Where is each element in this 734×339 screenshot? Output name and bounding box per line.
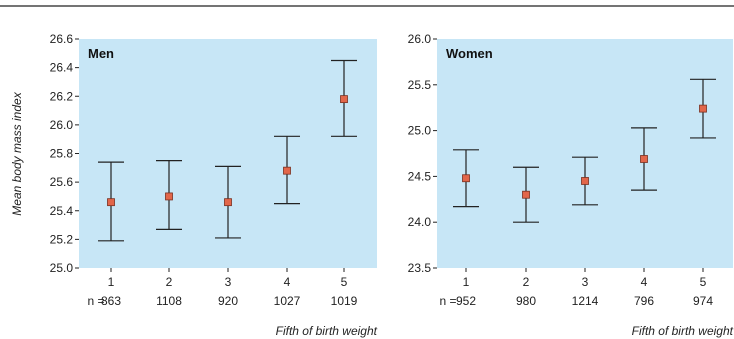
- men-y-tick-label: 26.4: [50, 61, 74, 75]
- men-n-value: 1027: [274, 294, 301, 308]
- men-panel: Men 25.0 25.2 25.4 25.6 25.8 26.0 26.2 26.4 26.6 1…: [50, 32, 378, 338]
- men-y-tick-label: 25.0: [50, 261, 74, 275]
- men-mean-marker: [165, 192, 173, 201]
- men-x-tick-label: 2: [166, 275, 173, 289]
- men-n-value: 863: [101, 294, 121, 308]
- women-x-tick-label: 2: [523, 275, 530, 289]
- men-x-tick-label: 5: [341, 275, 348, 289]
- men-x-axis-label: Fifth of birth weight: [276, 324, 378, 338]
- women-mean-marker: [640, 155, 648, 163]
- men-x-tick-label: 1: [108, 275, 115, 289]
- women-n-value: 796: [634, 294, 654, 308]
- women-panel: Women 23.5 24.0 24.5 25.0 25.5 26.0 1 952 2 980 3 12…: [408, 32, 734, 338]
- women-n-value: 974: [693, 294, 713, 308]
- men-y-tick-label: 25.4: [50, 204, 74, 218]
- men-panel-title: Men: [88, 46, 114, 61]
- women-y-tick-label: 25.0: [408, 124, 432, 138]
- men-mean-marker: [107, 198, 115, 207]
- women-n-value: 952: [456, 294, 476, 308]
- women-x-tick-label: 5: [700, 275, 707, 289]
- women-x-tick-label: 4: [641, 275, 648, 289]
- men-y-tick-label: 25.6: [50, 175, 74, 189]
- men-x-tick-label: 4: [284, 275, 291, 289]
- men-y-axis-label: Mean body mass index: [10, 91, 24, 215]
- women-mean-marker: [522, 190, 530, 199]
- men-y-tick-label: 26.2: [50, 89, 74, 103]
- women-y-tick-label: 23.5: [408, 261, 432, 275]
- men-mean-marker: [224, 198, 232, 207]
- women-y-tick-label: 24.5: [408, 169, 432, 183]
- women-mean-marker: [462, 174, 470, 183]
- women-panel-title: Women: [446, 46, 493, 61]
- women-x-tick-label: 3: [582, 275, 589, 289]
- women-mean-marker: [581, 177, 589, 185]
- men-y-tick-label: 26.6: [50, 32, 74, 46]
- men-n-value: 1108: [156, 294, 182, 308]
- men-n-value: 920: [218, 294, 238, 308]
- women-n-value: 980: [516, 294, 536, 308]
- men-n-value: 1019: [331, 294, 358, 308]
- men-y-tick-label: 26.0: [50, 118, 74, 132]
- men-mean-marker: [340, 95, 348, 104]
- men-y-tick-label: 25.2: [50, 232, 74, 246]
- men-mean-marker: [283, 166, 291, 175]
- women-n-value: 1214: [572, 294, 599, 308]
- women-y-tick-label: 24.0: [408, 215, 432, 229]
- women-mean-marker: [699, 104, 707, 113]
- women-y-tick-label: 25.5: [408, 78, 432, 92]
- women-y-tick-label: 26.0: [408, 32, 432, 46]
- men-n-label: n =: [87, 294, 104, 308]
- men-y-tick-label: 25.8: [50, 147, 74, 161]
- women-x-axis-label: Fifth of birth weight: [632, 324, 734, 338]
- women-n-label: n =: [439, 294, 456, 308]
- women-plot-area: [437, 39, 733, 268]
- men-x-tick-label: 3: [225, 275, 232, 289]
- women-x-tick-label: 1: [463, 275, 470, 289]
